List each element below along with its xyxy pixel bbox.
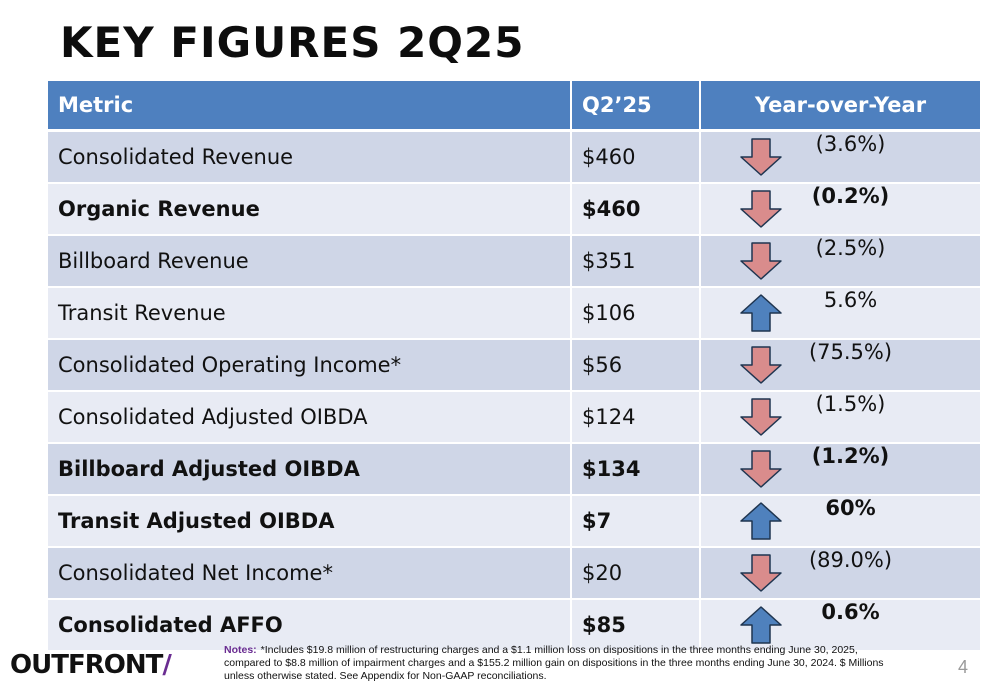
arrow-down-icon — [740, 138, 782, 176]
q2-value-cell: $124 — [571, 391, 701, 444]
table-row: Billboard Revenue $351 (2.5%) — [48, 235, 980, 288]
arrow-up-icon — [740, 606, 782, 644]
table-body: Consolidated Revenue $460 (3.6%) Organic Re… — [48, 130, 980, 652]
yoy-value: (75.5%) — [808, 340, 893, 364]
arrow-down-icon — [740, 346, 782, 384]
metric-cell: Transit Adjusted OIBDA — [48, 495, 572, 548]
arrow-down-icon — [740, 190, 782, 228]
header-q2: Q2’25 — [571, 81, 701, 132]
yoy-cell: 5.6% — [700, 287, 980, 340]
metric-cell: Consolidated Adjusted OIBDA — [48, 391, 572, 444]
yoy-cell: (2.5%) — [700, 235, 980, 288]
notes-text: *Includes $19.8 million of restructuring… — [224, 644, 884, 682]
q2-value-cell: $351 — [571, 235, 701, 288]
yoy-value: (1.2%) — [811, 444, 890, 468]
arrow-down-icon — [740, 242, 782, 280]
metric-cell: Consolidated AFFO — [48, 599, 572, 652]
q2-value-cell: $7 — [571, 495, 701, 548]
yoy-value: (1.5%) — [815, 392, 886, 416]
table-row: Transit Revenue $106 5.6% — [48, 287, 980, 340]
table-row: Consolidated Adjusted OIBDA $124 (1.5%) — [48, 391, 980, 444]
metric-cell: Transit Revenue — [48, 287, 572, 340]
table-row: Transit Adjusted OIBDA $7 60% — [48, 495, 980, 548]
yoy-cell: (3.6%) — [700, 130, 980, 184]
arrow-down-icon — [740, 398, 782, 436]
table-row: Consolidated AFFO $85 0.6% — [48, 599, 980, 652]
yoy-cell: (0.2%) — [700, 183, 980, 236]
table-row: Consolidated Revenue $460 (3.6%) — [48, 130, 980, 184]
arrow-down-icon — [740, 554, 782, 592]
q2-value-cell: $106 — [571, 287, 701, 340]
yoy-cell: 60% — [700, 495, 980, 548]
arrow-down-icon — [740, 450, 782, 488]
table-row: Consolidated Operating Income* $56 (75.5%) — [48, 339, 980, 392]
q2-value-cell: $460 — [571, 183, 701, 236]
table-row: Consolidated Net Income* $20 (89.0%) — [48, 547, 980, 600]
table-row: Billboard Adjusted OIBDA $134 (1.2%) — [48, 443, 980, 496]
notes-label: Notes: — [224, 644, 257, 656]
q2-value-cell: $20 — [571, 547, 701, 600]
yoy-cell: (89.0%) — [700, 547, 980, 600]
footnotes: Notes: *Includes $19.8 million of restruc… — [224, 644, 884, 683]
yoy-cell: (1.2%) — [700, 443, 980, 496]
yoy-value: (2.5%) — [815, 236, 886, 260]
metric-cell: Billboard Adjusted OIBDA — [48, 443, 572, 496]
yoy-cell: (75.5%) — [700, 339, 980, 392]
q2-value-cell: $460 — [571, 130, 701, 184]
key-figures-table: Metric Q2’25 Year-over-Year Consolidated… — [48, 81, 980, 652]
table-header-row: Metric Q2’25 Year-over-Year — [48, 81, 980, 132]
arrow-up-icon — [740, 502, 782, 540]
yoy-cell: (1.5%) — [700, 391, 980, 444]
yoy-value: (89.0%) — [808, 548, 893, 572]
logo-slash: / — [162, 650, 171, 680]
yoy-value: (0.2%) — [811, 184, 890, 208]
logo-text: OUTFRONT — [10, 650, 163, 680]
yoy-value: 0.6% — [821, 600, 880, 624]
yoy-value: (3.6%) — [815, 132, 886, 156]
metric-cell: Billboard Revenue — [48, 235, 572, 288]
metric-cell: Consolidated Revenue — [48, 130, 572, 184]
metric-cell: Organic Revenue — [48, 183, 572, 236]
q2-value-cell: $134 — [571, 443, 701, 496]
metric-cell: Consolidated Net Income* — [48, 547, 572, 600]
yoy-value: 60% — [825, 496, 876, 520]
header-metric: Metric — [48, 81, 572, 132]
q2-value-cell: $56 — [571, 339, 701, 392]
page-title: KEY FIGURES 2Q25 — [60, 18, 525, 67]
page-number: 4 — [958, 657, 969, 677]
table-row: Organic Revenue $460 (0.2%) — [48, 183, 980, 236]
metric-cell: Consolidated Operating Income* — [48, 339, 572, 392]
yoy-cell: 0.6% — [700, 599, 980, 652]
q2-value-cell: $85 — [571, 599, 701, 652]
yoy-value: 5.6% — [823, 288, 878, 312]
outfront-logo: OUTFRONT/ — [10, 650, 172, 680]
arrow-up-icon — [740, 294, 782, 332]
header-yoy: Year-over-Year — [700, 81, 980, 132]
